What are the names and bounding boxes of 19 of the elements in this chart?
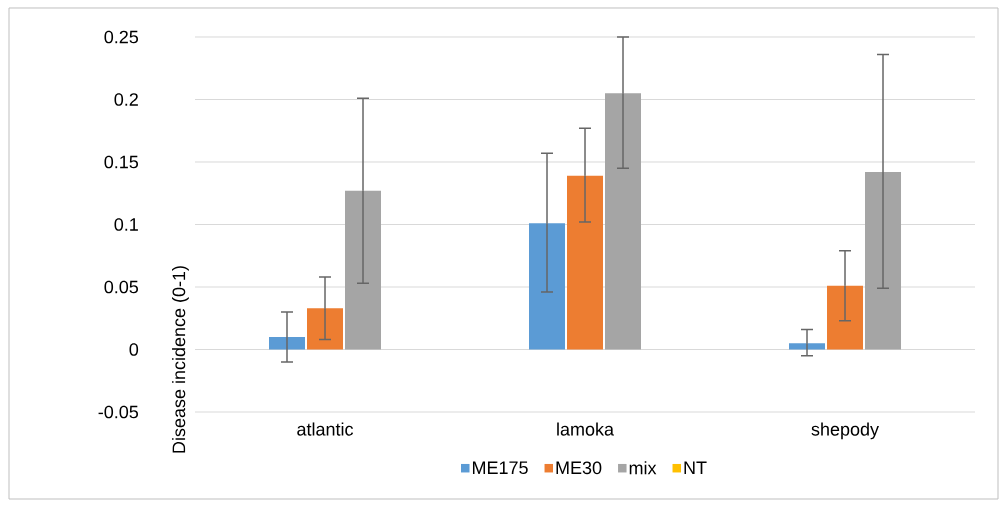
y-tick-label: 0.1 (114, 218, 138, 231)
y-tick-label: 0.25 (104, 30, 139, 44)
legend-label: ME30 (556, 461, 602, 475)
legend-label: mix (629, 461, 657, 475)
y-tick-label: -0.05 (98, 405, 139, 419)
legend-label: NT (684, 461, 707, 474)
y-axis-title: Disease incidence (0-1) (172, 266, 189, 453)
x-tick-label: lamoka (557, 422, 615, 436)
legend-label: ME175 (472, 461, 528, 475)
bar (269, 337, 305, 350)
y-tick-label: 0 (129, 343, 139, 356)
bar (567, 175, 603, 350)
x-tick-label: shepody (811, 422, 879, 440)
bar (605, 93, 641, 350)
y-tick-label: 0.15 (104, 155, 139, 169)
bar (789, 343, 826, 350)
x-tick-label: atlantic (297, 422, 354, 436)
y-tick-label: 0.05 (104, 280, 139, 294)
y-tick-label: 0.2 (114, 93, 138, 106)
